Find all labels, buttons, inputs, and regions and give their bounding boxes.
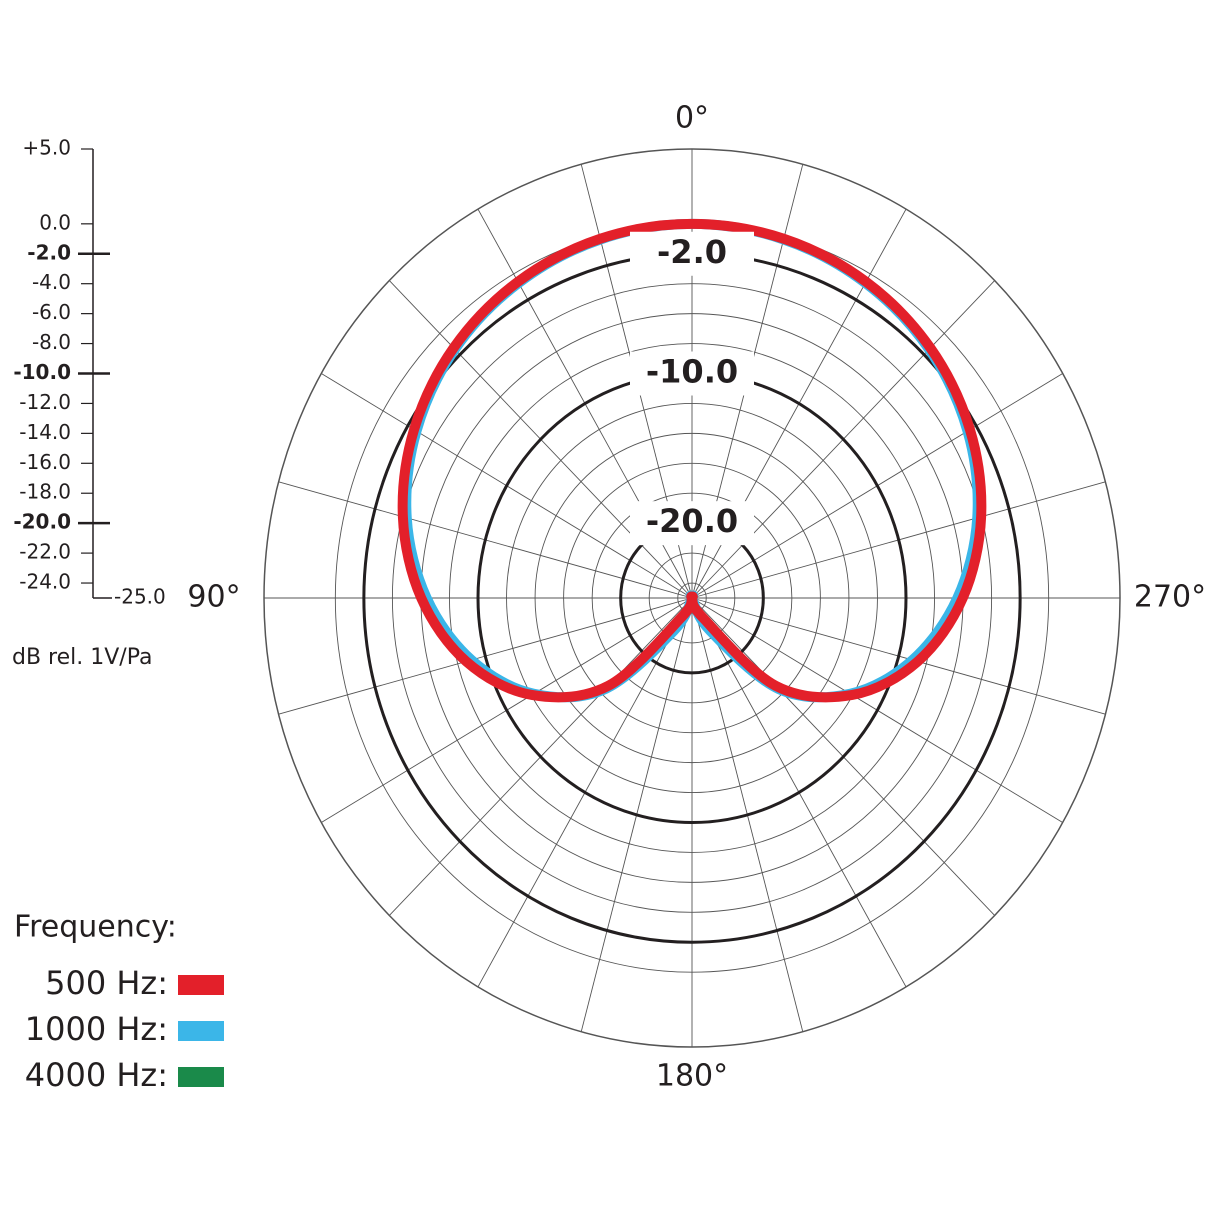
legend-label: 4000 Hz: (25, 1056, 168, 1094)
legend-swatch (178, 1021, 224, 1041)
ring-label-bg (630, 501, 754, 546)
legend-swatch (178, 1067, 224, 1087)
legend-label: 1000 Hz: (25, 1010, 168, 1048)
ring (391, 283, 993, 913)
y-tick-label: -6.0 (32, 300, 71, 324)
angle-label: 0° (675, 101, 709, 136)
y-tick-label: -20.0 (13, 510, 71, 534)
ring-label-bg (630, 231, 754, 276)
legend-title: Frequency: (14, 910, 177, 945)
legend-swatch (178, 975, 224, 995)
y-tick-label: -10.0 (13, 360, 71, 384)
ring (648, 552, 736, 644)
ring-label-bg (630, 351, 754, 396)
y-tick-label: +5.0 (22, 136, 71, 160)
polar-grid (263, 148, 1121, 1048)
y-tick-label: -18.0 (19, 480, 71, 504)
ring (677, 582, 707, 614)
ring-label: -2.0 (657, 233, 727, 271)
y-tick-label: -4.0 (32, 270, 71, 294)
angle-label: 90° (187, 580, 240, 615)
ring (449, 343, 935, 853)
ring-label: -20.0 (646, 502, 738, 540)
ring-label: -10.0 (646, 353, 738, 391)
pattern-curve (397, 218, 987, 703)
y-tick-label: -8.0 (32, 330, 71, 354)
y-tick-label: -22.0 (19, 540, 71, 564)
y-tick-label: -2.0 (27, 240, 71, 264)
ring (506, 402, 878, 794)
y-axis-label: dB rel. 1V/Pa (12, 645, 152, 670)
y-tick-label: -16.0 (19, 450, 71, 474)
y-tick-label: -24.0 (19, 570, 71, 594)
ring (263, 148, 1121, 1048)
ring (591, 492, 793, 704)
legend-label: 500 Hz: (45, 964, 168, 1002)
y-tick-label: 0.0 (39, 210, 71, 234)
y-tick-label: -14.0 (19, 420, 71, 444)
angle-label: 180° (656, 1059, 728, 1094)
y-tick-label: -12.0 (19, 390, 71, 414)
y-tick-label: -25.0 (114, 585, 166, 609)
curves (397, 218, 987, 703)
ring (563, 462, 821, 734)
ring (534, 432, 850, 764)
angle-label: 270° (1134, 580, 1206, 615)
labels: +5.0 0.0 -2.0 -2.0 -4.0 -6.0 -8.0 -10.0 -10.0 -12… (13, 101, 1206, 1095)
